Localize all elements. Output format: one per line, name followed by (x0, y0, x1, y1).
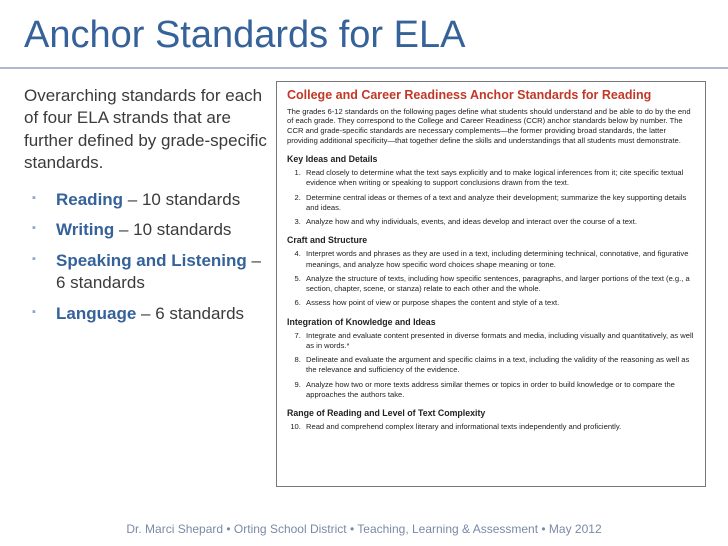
standard-item: Interpret words and phrases as they are … (303, 249, 697, 270)
content-area: Overarching standards for each of four E… (0, 69, 728, 487)
page-title: Anchor Standards for ELA (24, 14, 704, 57)
overarching-text: Overarching standards for each of four E… (24, 85, 270, 175)
strand-name: Reading (56, 190, 123, 209)
doc-intro: The grades 6-12 standards on the followi… (287, 107, 697, 146)
standard-item: Delineate and evaluate the argument and … (303, 355, 697, 376)
standards-document: College and Career Readiness Anchor Stan… (276, 81, 706, 487)
strand-suffix: – 10 standards (123, 190, 240, 209)
section-heading: Integration of Knowledge and Ideas (287, 317, 697, 328)
section-list: Read and comprehend complex literary and… (287, 422, 697, 432)
strand-suffix: – 6 standards (136, 304, 244, 323)
strand-name: Speaking and Listening (56, 251, 247, 270)
standard-item: Analyze how two or more texts address si… (303, 380, 697, 401)
section-heading: Key Ideas and Details (287, 154, 697, 165)
title-bar: Anchor Standards for ELA (0, 0, 728, 69)
standard-item: Analyze the structure of texts, includin… (303, 274, 697, 295)
strand-suffix: – 10 standards (114, 220, 231, 239)
standard-item: Integrate and evaluate content presented… (303, 331, 697, 352)
section-heading: Range of Reading and Level of Text Compl… (287, 408, 697, 419)
left-panel: Overarching standards for each of four E… (24, 81, 276, 487)
standard-item: Read closely to determine what the text … (303, 168, 697, 189)
strand-item-language: Language – 6 standards (48, 303, 270, 325)
strand-item-writing: Writing – 10 standards (48, 219, 270, 241)
section-heading: Craft and Structure (287, 235, 697, 246)
section-list: Interpret words and phrases as they are … (287, 249, 697, 308)
standard-item: Analyze how and why individuals, events,… (303, 217, 697, 227)
doc-title: College and Career Readiness Anchor Stan… (287, 88, 697, 104)
standard-item: Read and comprehend complex literary and… (303, 422, 697, 432)
strand-name: Language (56, 304, 136, 323)
section-list: Read closely to determine what the text … (287, 168, 697, 227)
footer-credits: Dr. Marci Shepard • Orting School Distri… (0, 522, 728, 536)
standard-item: Determine central ideas or themes of a t… (303, 193, 697, 214)
section-list: Integrate and evaluate content presented… (287, 331, 697, 401)
strand-item-reading: Reading – 10 standards (48, 189, 270, 211)
standard-item: Assess how point of view or purpose shap… (303, 298, 697, 308)
strand-name: Writing (56, 220, 114, 239)
strand-item-speaking: Speaking and Listening – 6 standards (48, 250, 270, 295)
strands-list: Reading – 10 standards Writing – 10 stan… (24, 189, 270, 325)
